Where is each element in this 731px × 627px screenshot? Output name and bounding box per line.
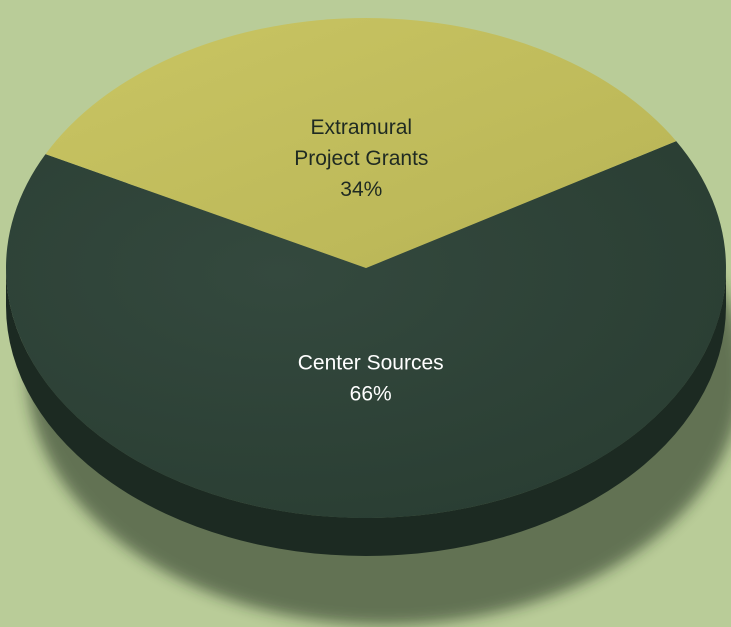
pie-slice-center-sources bbox=[5, 141, 726, 518]
slice-label-center-sources: Center Sources 66% bbox=[298, 352, 444, 406]
pie-slice-extramural-project-grants bbox=[45, 18, 677, 269]
slice-value-center-sources: 66% bbox=[350, 383, 392, 406]
slice-value-extramural-project-grants: 34% bbox=[340, 178, 382, 201]
slice-label-extramural-project-grants: Extramural Project Grants 34% bbox=[294, 116, 428, 201]
slice-label-line-extramural-project-grants: Project Grants bbox=[294, 147, 428, 170]
pie-tops bbox=[5, 18, 726, 518]
pie-labels: Center Sources 66% Extramural Project Grant… bbox=[294, 116, 443, 406]
slice-label-line-extramural-project-grants: Extramural bbox=[311, 116, 413, 139]
slice-label-line-center-sources: Center Sources bbox=[298, 352, 444, 375]
